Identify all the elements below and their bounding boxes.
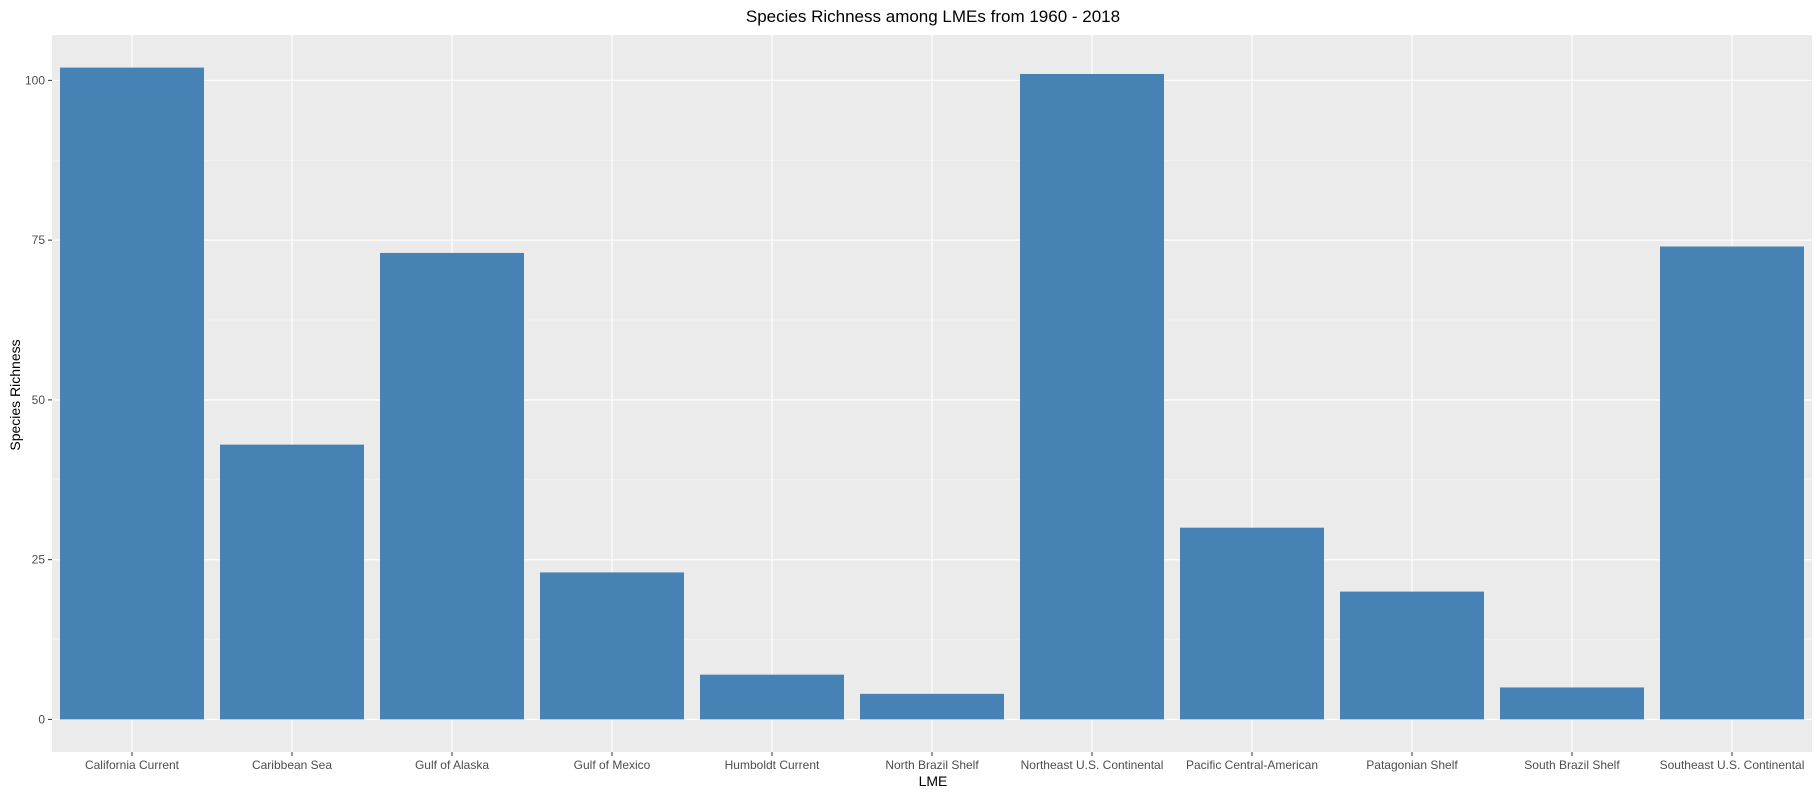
bar bbox=[700, 674, 844, 720]
bar bbox=[1180, 527, 1324, 720]
bar bbox=[220, 444, 364, 720]
y-tick-label: 50 bbox=[32, 393, 46, 407]
x-axis-title: LME bbox=[919, 773, 948, 789]
x-axis: California Current Caribbean Sea Gulf of A… bbox=[85, 752, 1804, 772]
bar bbox=[380, 252, 524, 720]
x-tick-label: Caribbean Sea bbox=[252, 758, 332, 772]
y-tick-label: 75 bbox=[32, 233, 46, 247]
y-tick-label: 0 bbox=[38, 712, 45, 726]
bar bbox=[1020, 73, 1164, 720]
x-tick-label: North Brazil Shelf bbox=[885, 758, 979, 772]
bar bbox=[1340, 591, 1484, 720]
chart-title: Species Richness among LMEs from 1960 - … bbox=[746, 7, 1120, 26]
bar bbox=[60, 67, 204, 720]
x-tick-label: Humboldt Current bbox=[725, 758, 820, 772]
y-axis: 0 25 50 75 100 bbox=[25, 73, 52, 726]
x-tick-label: California Current bbox=[85, 758, 180, 772]
bar bbox=[540, 572, 684, 720]
x-tick-label: Patagonian Shelf bbox=[1366, 758, 1458, 772]
y-tick-label: 100 bbox=[25, 73, 45, 87]
bars-group bbox=[60, 67, 1804, 720]
x-tick-label: Southeast U.S. Continental bbox=[1660, 758, 1805, 772]
y-axis-title: Species Richness bbox=[7, 339, 23, 450]
x-tick-label: Northeast U.S. Continental bbox=[1021, 758, 1164, 772]
bar bbox=[860, 693, 1004, 720]
bar bbox=[1660, 246, 1804, 720]
x-tick-label: South Brazil Shelf bbox=[1524, 758, 1620, 772]
x-tick-label: Pacific Central-American bbox=[1186, 758, 1318, 772]
x-tick-label: Gulf of Mexico bbox=[574, 758, 651, 772]
bar bbox=[1500, 687, 1644, 720]
y-tick-label: 25 bbox=[32, 553, 46, 567]
x-tick-label: Gulf of Alaska bbox=[415, 758, 489, 772]
